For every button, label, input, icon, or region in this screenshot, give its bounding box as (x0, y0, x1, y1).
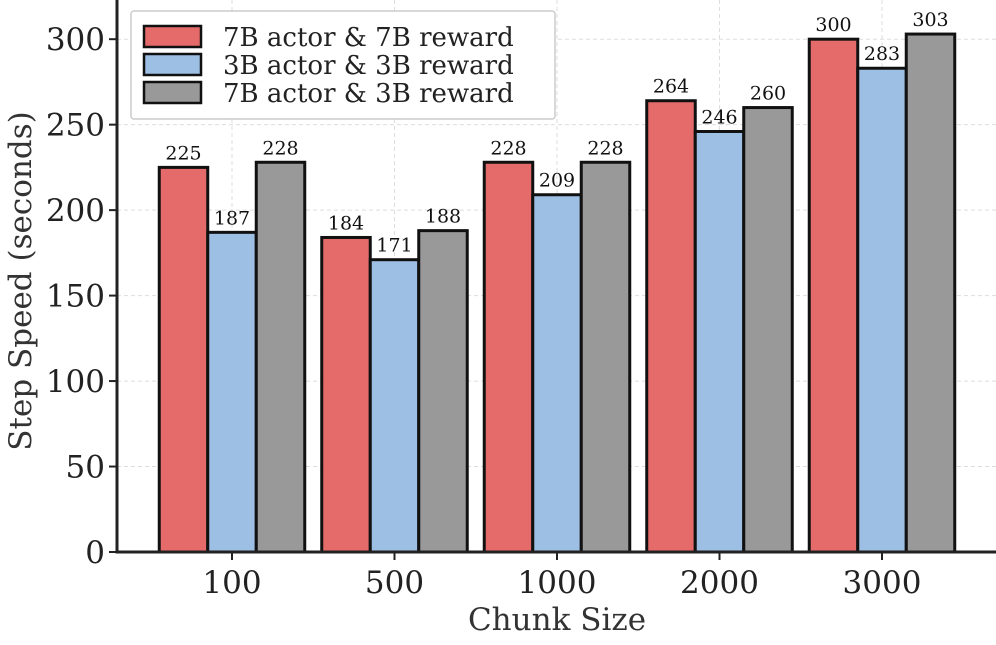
y-tick-label: 100 (46, 364, 105, 400)
y-tick-label: 0 (85, 535, 105, 571)
data-label: 264 (653, 76, 689, 98)
data-label: 283 (864, 43, 900, 65)
bar-500-series-3 (419, 231, 468, 552)
legend-label-3: 7B actor & 3B reward (223, 79, 514, 109)
y-tick-label: 250 (46, 108, 105, 144)
bar-100-series-3 (256, 162, 305, 552)
legend-swatch-2 (144, 54, 201, 75)
bar-2000-series-2 (695, 131, 744, 552)
bar-500-series-1 (322, 237, 371, 552)
y-axis-title: Step Speed (seconds) (3, 111, 39, 450)
bar-3000-series-3 (906, 34, 955, 552)
y-tick-label: 200 (46, 193, 105, 229)
bar-3000-series-2 (858, 68, 907, 552)
bar-1000-series-3 (581, 162, 630, 552)
bar-500-series-2 (370, 260, 419, 552)
data-label: 228 (262, 137, 298, 159)
x-tick-label: 3000 (843, 565, 922, 601)
bar-1000-series-1 (484, 162, 533, 552)
x-axis-title: Chunk Size (468, 602, 646, 638)
data-label: 209 (539, 170, 575, 192)
data-label: 246 (701, 106, 737, 128)
data-label: 303 (912, 9, 948, 31)
y-tick-label: 150 (46, 279, 105, 315)
x-tick-label: 1000 (518, 565, 597, 601)
data-label: 228 (587, 137, 623, 159)
x-tick-label: 2000 (680, 565, 759, 601)
legend-label-2: 3B actor & 3B reward (223, 51, 514, 81)
legend-swatch-3 (144, 82, 201, 103)
data-label: 171 (376, 235, 412, 257)
bar-1000-series-2 (533, 195, 582, 552)
data-label: 300 (815, 14, 851, 36)
data-label: 260 (750, 83, 786, 105)
legend-swatch-1 (144, 26, 201, 47)
data-label: 184 (328, 212, 364, 234)
y-tick-label: 300 (46, 22, 105, 58)
data-label: 187 (214, 207, 250, 229)
bar-2000-series-1 (647, 101, 696, 552)
x-tick-label: 500 (365, 565, 424, 601)
y-tick-label: 50 (66, 450, 105, 486)
x-tick-label: 100 (202, 565, 261, 601)
data-label: 228 (490, 137, 526, 159)
legend-label-1: 7B actor & 7B reward (223, 23, 514, 53)
bar-2000-series-3 (744, 108, 793, 552)
bar-100-series-1 (159, 167, 208, 552)
data-label: 188 (425, 206, 461, 228)
bar-100-series-2 (208, 232, 257, 552)
bar-3000-series-1 (809, 39, 858, 552)
data-label: 225 (165, 142, 201, 164)
